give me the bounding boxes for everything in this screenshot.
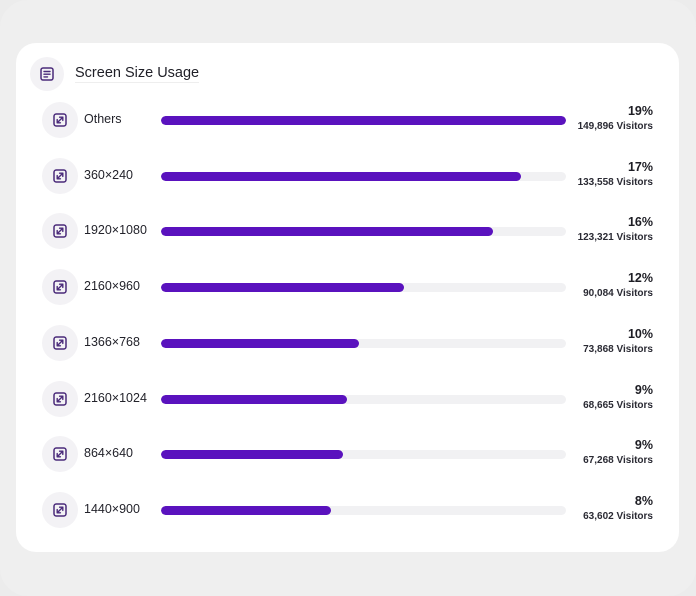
screen-size-label: 1440×900 bbox=[84, 501, 140, 516]
usage-progress-fill bbox=[161, 116, 566, 125]
screen-size-label: 360×240 bbox=[84, 167, 134, 182]
usage-progress-bar bbox=[161, 227, 566, 237]
usage-percent: 8% bbox=[634, 493, 653, 508]
list-item: 2160×1024 9% 68,665 Visitors bbox=[42, 380, 668, 419]
usage-percent: 12% bbox=[627, 271, 653, 286]
visitor-count: 68,665 Visitors bbox=[583, 399, 653, 411]
list-item: 1920×1080 16% 123,321 Visitors bbox=[42, 213, 668, 251]
list-item: 1440×900 8% 63,602 Visitors bbox=[42, 491, 668, 530]
screen-size-label: 864×640 bbox=[84, 446, 134, 461]
document-list-icon bbox=[30, 57, 64, 91]
usage-progress-fill bbox=[161, 227, 494, 237]
visitor-count: 133,558 Visitors bbox=[577, 176, 653, 188]
usage-progress-fill bbox=[161, 394, 348, 404]
list-item: 2160×960 12% 90,084 Visitors bbox=[42, 269, 668, 307]
visitor-count: 67,268 Visitors bbox=[583, 455, 653, 467]
list-item: 864×640 9% 67,268 Visitors bbox=[42, 436, 668, 474]
usage-progress-bar bbox=[161, 450, 566, 460]
usage-percent: 9% bbox=[634, 382, 653, 397]
visitor-count: 149,896 Visitors bbox=[577, 121, 653, 132]
resize-diagonal-icon bbox=[42, 380, 78, 417]
usage-progress-fill bbox=[161, 283, 404, 293]
resize-diagonal-icon bbox=[42, 102, 78, 138]
usage-progress-bar bbox=[161, 116, 566, 125]
usage-progress-bar bbox=[161, 338, 566, 348]
visitor-count: 73,868 Visitors bbox=[583, 343, 653, 355]
usage-progress-fill bbox=[161, 171, 522, 181]
card-title: Screen Size Usage bbox=[75, 65, 200, 83]
resize-diagonal-icon bbox=[42, 324, 78, 361]
resize-diagonal-icon bbox=[42, 269, 78, 306]
usage-progress-fill bbox=[161, 450, 344, 460]
usage-progress-bar bbox=[161, 394, 566, 404]
usage-progress-bar bbox=[161, 171, 566, 181]
usage-percent: 10% bbox=[627, 326, 653, 341]
visitor-count: 63,602 Visitors bbox=[583, 510, 653, 522]
resize-diagonal-icon bbox=[42, 213, 78, 250]
visitor-count: 123,321 Visitors bbox=[577, 232, 653, 244]
usage-progress-bar bbox=[161, 505, 566, 515]
screen-size-label: 1366×768 bbox=[84, 334, 140, 349]
screen-size-card: Screen Size Usage Others 19% 149,896 Visit… bbox=[16, 43, 679, 552]
usage-progress-fill bbox=[161, 505, 332, 515]
list-item: Others 19% 149,896 Visitors bbox=[42, 102, 668, 140]
usage-percent: 19% bbox=[627, 104, 653, 118]
resize-diagonal-icon bbox=[42, 491, 78, 528]
usage-percent: 17% bbox=[627, 159, 653, 174]
usage-percent: 9% bbox=[634, 438, 653, 453]
list-item: 360×240 17% 133,558 Visitors bbox=[42, 157, 668, 196]
list-item: 1366×768 10% 73,868 Visitors bbox=[42, 324, 668, 363]
card-header: Screen Size Usage bbox=[30, 57, 200, 91]
screen-size-label: 2160×1024 bbox=[84, 390, 147, 405]
visitor-count: 90,084 Visitors bbox=[583, 288, 653, 300]
usage-progress-bar bbox=[161, 283, 566, 293]
resize-diagonal-icon bbox=[42, 157, 78, 194]
usage-percent: 16% bbox=[627, 215, 653, 230]
usage-progress-fill bbox=[161, 338, 360, 348]
screen-size-label: 1920×1080 bbox=[84, 223, 147, 238]
screen-size-label: Others bbox=[84, 112, 122, 126]
screen-size-label: 2160×960 bbox=[84, 279, 140, 294]
resize-diagonal-icon bbox=[42, 436, 78, 473]
